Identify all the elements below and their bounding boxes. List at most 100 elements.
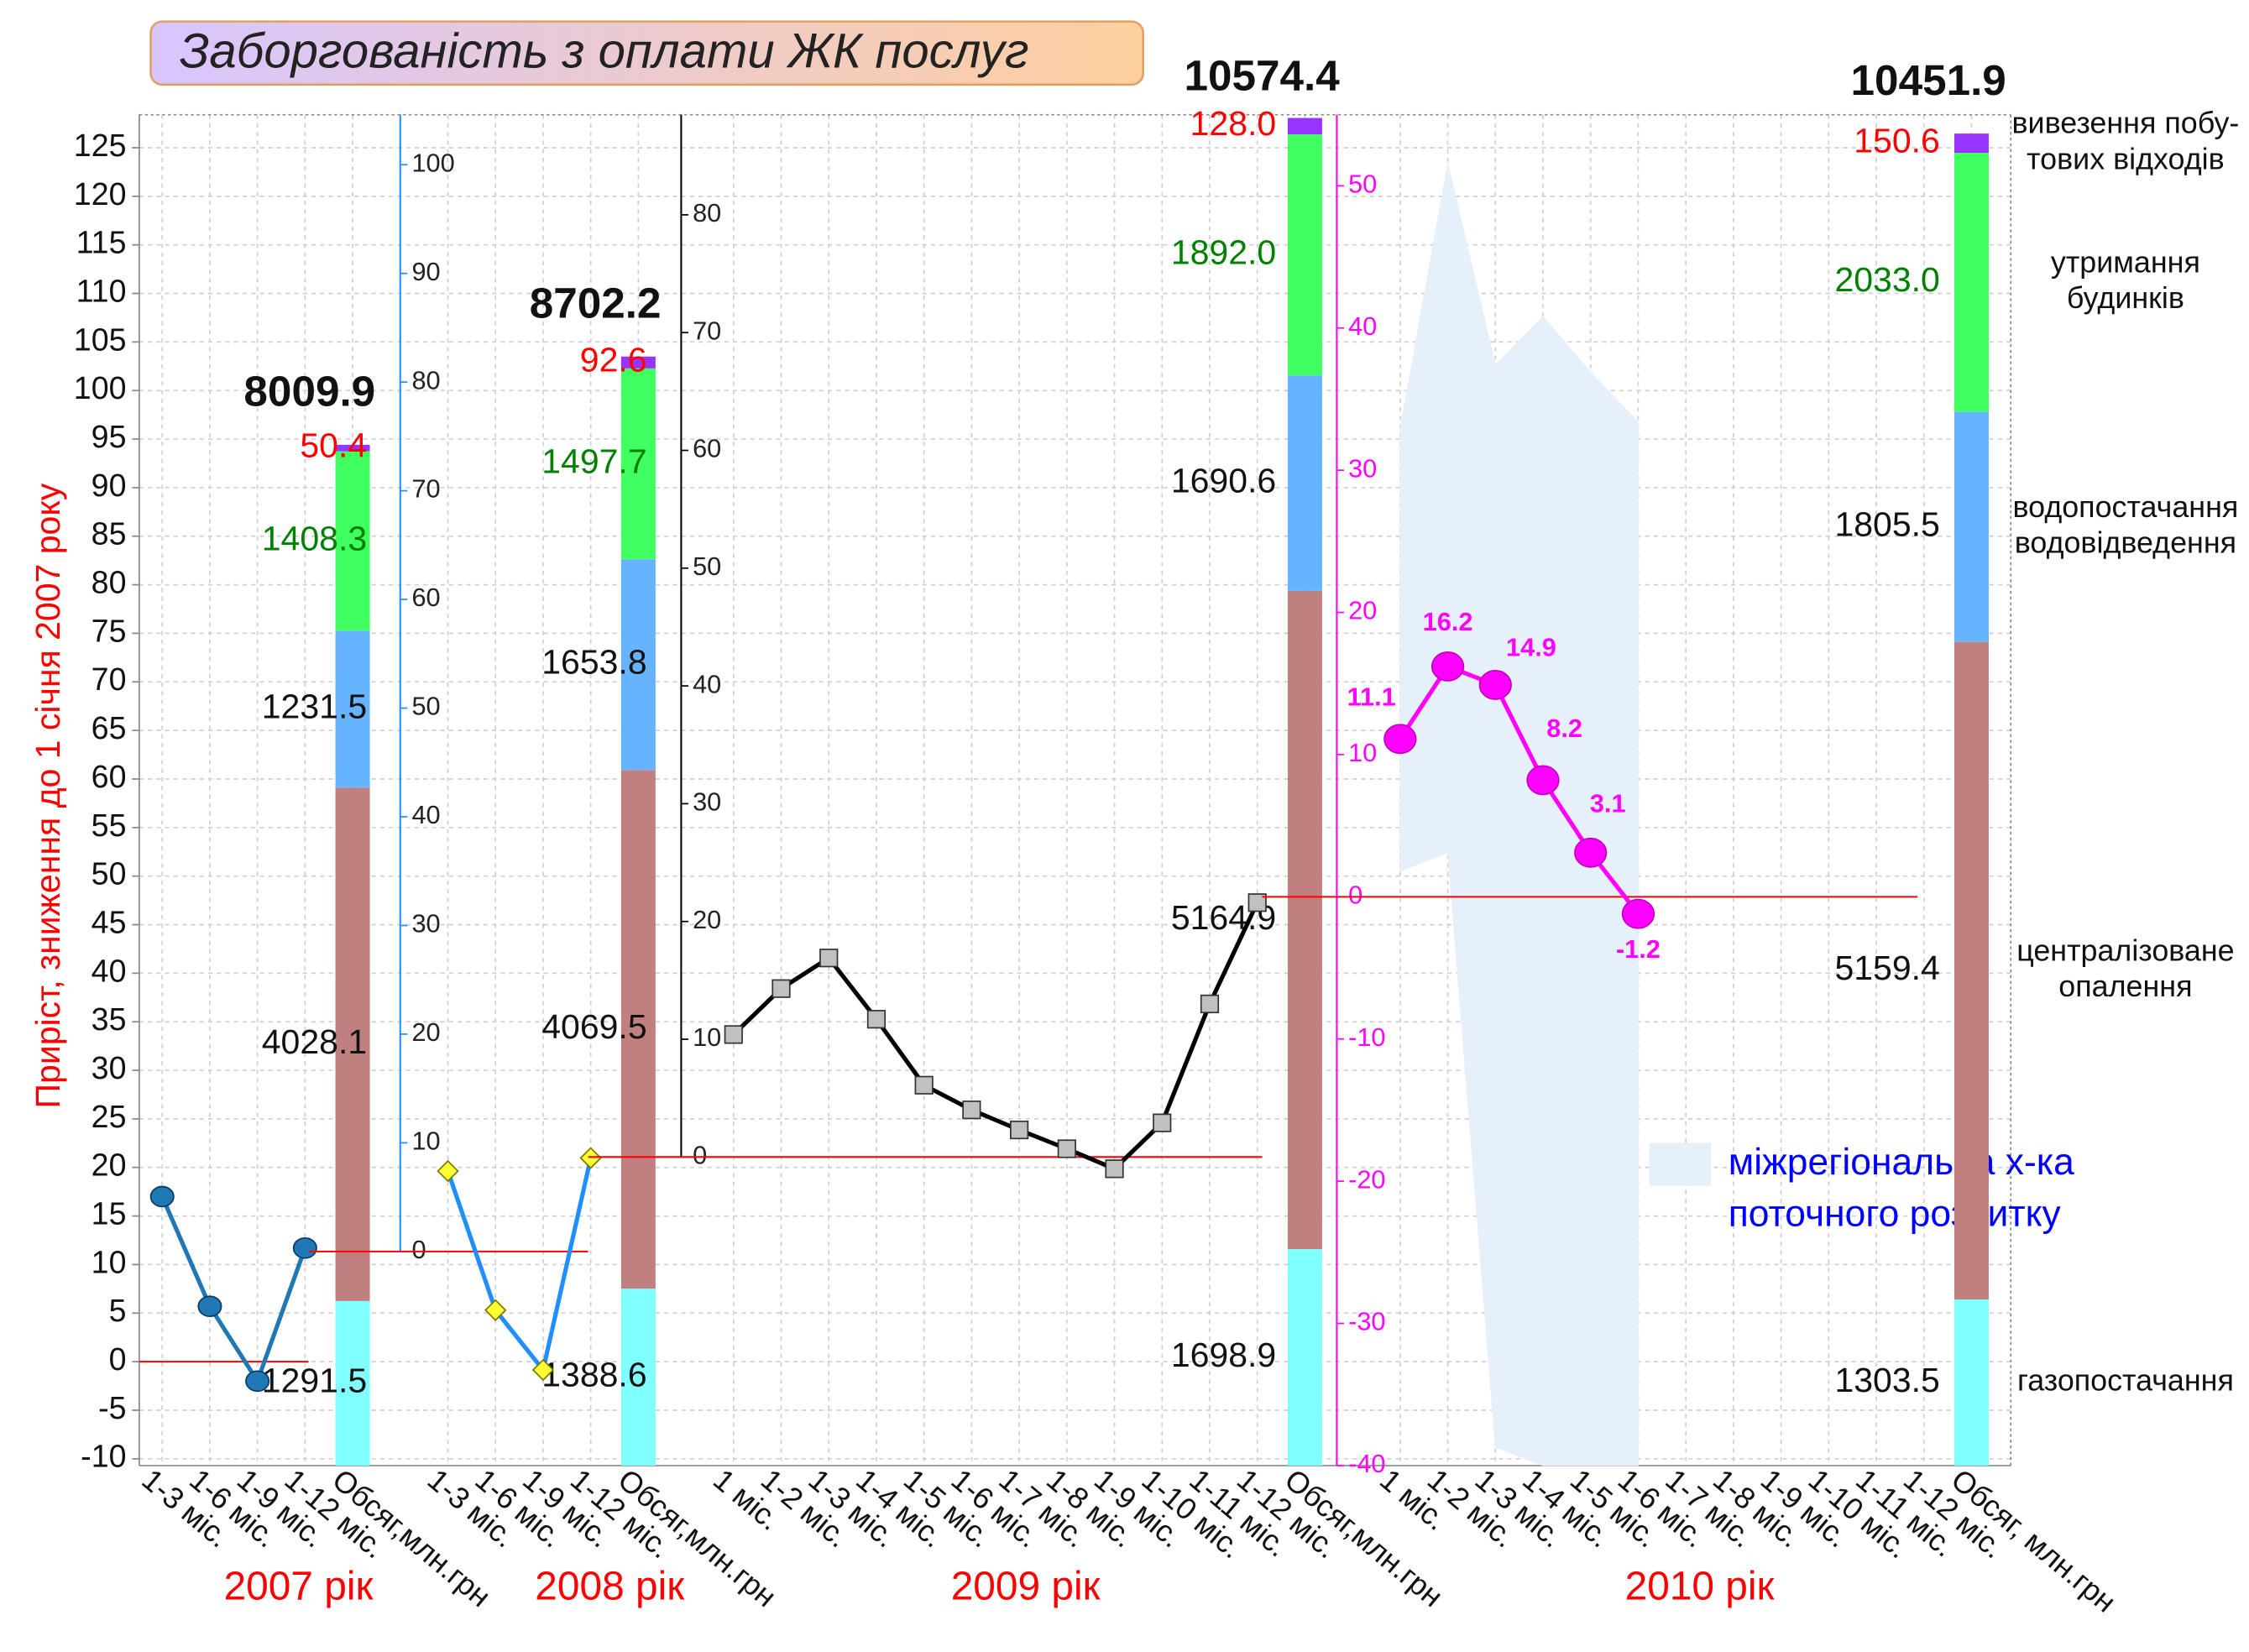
marker bbox=[1057, 1139, 1076, 1158]
y2-tick-label: -10 bbox=[1348, 1022, 1385, 1052]
legend-label: вивезення побу- bbox=[2011, 107, 2239, 140]
y-tick-label: 50 bbox=[92, 856, 127, 891]
bar-segment bbox=[1287, 133, 1322, 376]
y2-tick-label: 10 bbox=[1348, 738, 1377, 767]
y-tick-label: 90 bbox=[92, 468, 127, 503]
range-area bbox=[1590, 371, 1639, 1466]
legend-label: централізоване bbox=[2016, 933, 2234, 967]
y2-tick-label: 10 bbox=[411, 1127, 440, 1156]
y2-tick-label: 70 bbox=[693, 316, 721, 345]
year-label: 2010 рік bbox=[1625, 1564, 1776, 1608]
segment-label: 4069.5 bbox=[541, 1007, 646, 1046]
y-tick-label: 110 bbox=[76, 273, 127, 308]
title-box bbox=[149, 20, 1144, 86]
y-tick-label: 0 bbox=[109, 1341, 127, 1377]
year-label: 2007 рік bbox=[224, 1564, 374, 1608]
y2-tick-label: 50 bbox=[411, 692, 440, 721]
segment-label: 1408.3 bbox=[262, 519, 367, 557]
y2-tick-label: 30 bbox=[693, 787, 721, 817]
segment-label: 1388.6 bbox=[541, 1355, 646, 1393]
marker bbox=[531, 1358, 555, 1382]
legend-label: опалення bbox=[2058, 970, 2192, 1003]
y2-tick-label: -30 bbox=[1348, 1307, 1385, 1336]
bar-segment bbox=[1953, 1299, 1989, 1466]
bar-segment bbox=[1287, 118, 1322, 134]
bar-segment bbox=[620, 770, 656, 1289]
y2-tick-label: 0 bbox=[1348, 880, 1362, 909]
bar-segment bbox=[1953, 641, 1989, 1300]
y-tick-label: 70 bbox=[92, 661, 127, 697]
legend-label: тових відходів bbox=[2027, 142, 2225, 175]
y2-tick-label: 80 bbox=[411, 365, 440, 395]
marker bbox=[1153, 1113, 1172, 1132]
y2-tick-label: 60 bbox=[693, 434, 721, 463]
y2-tick-label: -20 bbox=[1348, 1164, 1385, 1194]
bar-segment bbox=[620, 356, 656, 369]
y-tick-label: 80 bbox=[92, 565, 127, 600]
data-label: 8.2 bbox=[1546, 714, 1582, 743]
marker bbox=[245, 1370, 270, 1393]
y-tick-label: 25 bbox=[92, 1099, 127, 1134]
marker bbox=[484, 1299, 507, 1321]
bar-total: 8702.2 bbox=[530, 280, 662, 327]
y2-tick-label: 20 bbox=[1348, 596, 1377, 625]
y2-tick-label: 80 bbox=[693, 198, 721, 227]
bar-segment bbox=[335, 630, 370, 788]
y-tick-label: 105 bbox=[74, 322, 127, 357]
bar-segment bbox=[1287, 375, 1322, 591]
y-tick-label: 100 bbox=[74, 370, 127, 405]
marker bbox=[1430, 651, 1465, 682]
data-label: 14.9 bbox=[1506, 632, 1556, 661]
y2-tick-label: 0 bbox=[693, 1140, 707, 1169]
marker bbox=[579, 1147, 602, 1169]
y2-tick-label: 20 bbox=[411, 1017, 440, 1047]
legend-label: водопостачання bbox=[2013, 490, 2239, 524]
legend-label: будинків bbox=[2067, 281, 2184, 315]
marker bbox=[149, 1185, 175, 1208]
y2-tick-label: 100 bbox=[411, 148, 454, 177]
y2-tick-label: 30 bbox=[411, 909, 440, 938]
y2-tick-label: 0 bbox=[411, 1235, 426, 1264]
segment-label: 1497.7 bbox=[541, 442, 646, 480]
bar-total: 10574.4 bbox=[1185, 51, 1341, 99]
data-label: 3.1 bbox=[1590, 789, 1626, 818]
y-tick-label: 20 bbox=[92, 1148, 127, 1183]
area-legend-label: міжрегіональна х-ка bbox=[1729, 1142, 2074, 1183]
data-label: -1.2 bbox=[1616, 934, 1661, 964]
y-tick-label: 55 bbox=[92, 808, 127, 843]
legend-label: водовідведення bbox=[2015, 526, 2236, 560]
segment-label: 2033.0 bbox=[1834, 260, 1939, 299]
bar-segment bbox=[620, 1289, 656, 1466]
y-tick-label: -5 bbox=[98, 1390, 126, 1425]
y2-tick-label: 70 bbox=[411, 474, 440, 504]
y2-tick-label: 60 bbox=[411, 583, 440, 612]
area-legend-swatch bbox=[1649, 1142, 1712, 1186]
legend-label: утримання bbox=[2051, 245, 2200, 279]
y-axis-label: Приріст, зниження до 1 січня 2007 року bbox=[29, 483, 67, 1108]
marker bbox=[962, 1100, 981, 1120]
segment-label: 128.0 bbox=[1190, 104, 1277, 143]
bar-total: 8009.9 bbox=[243, 368, 375, 416]
y-tick-label: 75 bbox=[92, 613, 127, 648]
y-tick-label: 40 bbox=[92, 953, 127, 988]
y-tick-label: 85 bbox=[92, 516, 127, 552]
marker bbox=[914, 1075, 934, 1095]
y2-tick-label: 40 bbox=[1348, 311, 1377, 341]
y-tick-label: 10 bbox=[92, 1244, 127, 1279]
y-tick-label: 30 bbox=[92, 1050, 127, 1085]
segment-label: 4028.1 bbox=[262, 1022, 367, 1061]
area-legend-label: поточного розвитку bbox=[1729, 1193, 2062, 1234]
y2-tick-label: 40 bbox=[411, 800, 440, 829]
bar-segment bbox=[335, 451, 370, 631]
marker bbox=[437, 1159, 459, 1183]
segment-label: 1698.9 bbox=[1171, 1336, 1276, 1374]
marker bbox=[1574, 837, 1608, 868]
y2-tick-label: 50 bbox=[1348, 169, 1377, 198]
y-tick-label: -10 bbox=[81, 1439, 126, 1474]
bar-segment bbox=[1953, 411, 1989, 642]
y-tick-label: 15 bbox=[92, 1196, 127, 1231]
segment-label: 50.4 bbox=[300, 426, 367, 465]
segment-label: 1690.6 bbox=[1171, 461, 1276, 499]
bar-segment bbox=[1287, 1248, 1322, 1466]
